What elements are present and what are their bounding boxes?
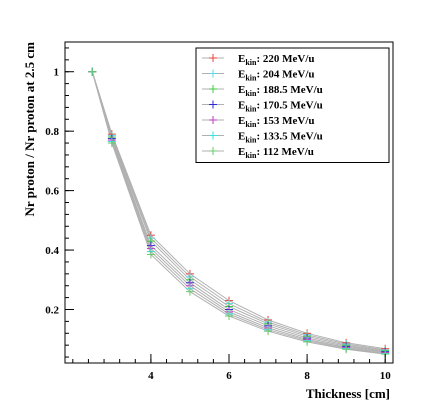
legend-label-sub: kin <box>245 151 257 160</box>
legend-label: Ekin: 170.5 MeV/u <box>238 100 323 114</box>
data-point-s6-p4 <box>225 312 233 321</box>
x-tick-label: 10 <box>380 370 392 382</box>
axes: 4 6 8 10 0.2 0.4 0.6 0.8 1 <box>45 47 392 382</box>
legend-item-0: Ekin: 220 MeV/u <box>202 53 315 67</box>
x-tick-label: 4 <box>148 370 154 382</box>
legend-label: Ekin: 153 MeV/u <box>238 115 315 129</box>
legend-label-sub: kin <box>245 58 257 67</box>
legend-label-main: E <box>238 146 245 158</box>
legend-label: Ekin: 204 MeV/u <box>238 69 315 83</box>
legend-label: Ekin: 112 MeV/u <box>238 146 314 160</box>
legend-label-rest: : 170.5 MeV/u <box>256 100 322 112</box>
legend-item-6: Ekin: 112 MeV/u <box>202 146 314 160</box>
legend-item-3: Ekin: 170.5 MeV/u <box>202 100 323 114</box>
x-axis-title: Thickness [cm] <box>306 386 390 401</box>
legend-label-main: E <box>238 115 245 127</box>
legend-item-5: Ekin: 133.5 MeV/u <box>202 131 323 145</box>
legend-item-1: Ekin: 204 MeV/u <box>202 69 315 83</box>
data-point-s6-p7 <box>342 345 351 354</box>
y-tick-label: 0.2 <box>45 305 59 317</box>
data-point-s6-p0 <box>88 67 97 76</box>
legend-label-rest: : 188.5 MeV/u <box>256 84 322 96</box>
legend-item-2: Ekin: 188.5 MeV/u <box>202 84 323 98</box>
legend-label-rest: : 112 MeV/u <box>256 146 313 158</box>
legend-label-main: E <box>238 131 245 143</box>
legend-label: Ekin: 220 MeV/u <box>238 53 315 67</box>
legend-label: Ekin: 188.5 MeV/u <box>238 84 323 98</box>
data-point-s6-p1 <box>107 139 116 148</box>
legend-label: Ekin: 133.5 MeV/u <box>238 131 323 145</box>
legend-label-main: E <box>238 53 245 65</box>
y-tick-label: 0.6 <box>45 186 59 198</box>
legend-label-sub: kin <box>245 120 257 129</box>
y-tick-label: 1 <box>54 67 60 79</box>
legend-label-main: E <box>238 100 245 112</box>
data-point-s6-p3 <box>185 287 194 296</box>
legend-label-rest: : 204 MeV/u <box>256 69 314 81</box>
data-point-s6-p6 <box>303 337 312 346</box>
legend-label-main: E <box>238 84 245 96</box>
legend-label-main: E <box>238 69 245 81</box>
y-tick-label: 0.8 <box>45 126 59 138</box>
legend-label-rest: : 220 MeV/u <box>256 53 314 65</box>
legend-box <box>195 47 390 163</box>
y-tick-label: 0.4 <box>45 245 59 257</box>
x-tick-label: 8 <box>304 370 310 382</box>
legend-label-sub: kin <box>245 136 257 145</box>
x-tick-label: 6 <box>226 370 232 382</box>
legend-item-4: Ekin: 153 MeV/u <box>202 115 315 129</box>
data-point-s6-p5 <box>264 327 273 336</box>
data-point-s6-p2 <box>146 250 155 259</box>
legend-label-rest: : 153 MeV/u <box>256 115 314 127</box>
legend-label-sub: kin <box>245 105 257 114</box>
legend-label-sub: kin <box>245 74 257 83</box>
legend-label-rest: : 133.5 MeV/u <box>256 131 322 143</box>
y-axis-title: Nr proton / Nr proton at 2.5 cm <box>22 42 37 217</box>
legend-label-sub: kin <box>245 89 257 98</box>
